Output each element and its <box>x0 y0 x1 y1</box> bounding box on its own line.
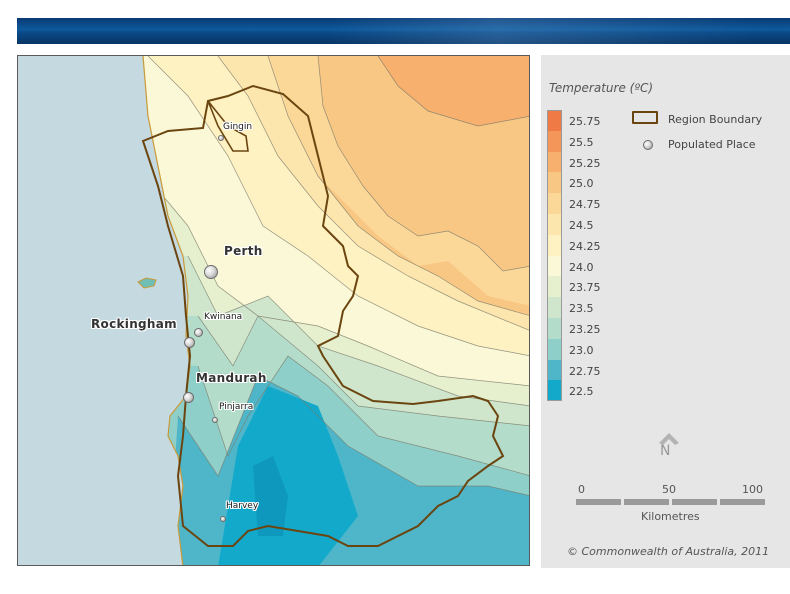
scale-unit-label: Kilometres <box>641 510 700 523</box>
mandurah-label: Mandurah <box>196 371 267 385</box>
scale-bar-seg-4 <box>720 499 765 505</box>
populated-place-symbol <box>643 140 653 150</box>
legend-swatch <box>547 193 562 214</box>
rockingham-dot[interactable] <box>184 337 195 348</box>
legend-swatch <box>547 234 562 256</box>
ocean <box>18 56 190 565</box>
kwinana-dot[interactable] <box>194 328 203 337</box>
region-boundary-label: Region Boundary <box>668 113 763 126</box>
legend-swatch-label: 25.5 <box>569 135 594 149</box>
map-canvas <box>18 56 529 565</box>
legend-swatch-label: 25.75 <box>569 115 601 128</box>
banner-sheen <box>330 18 750 44</box>
legend-swatch <box>547 130 562 152</box>
region-boundary <box>141 84 505 547</box>
copyright-credit: © Commonwealth of Australia, 2011 <box>567 545 770 558</box>
scale-tick-0: 0 <box>578 483 585 496</box>
pinjarra-dot[interactable] <box>212 417 218 423</box>
legend-swatch-label: 23.25 <box>569 323 601 336</box>
legend-swatch-label: 25.25 <box>569 156 601 170</box>
perth-label: Perth <box>224 244 263 258</box>
legend-swatch-label: 24.75 <box>569 198 601 212</box>
gingin-boundary <box>207 100 249 152</box>
legend-swatch <box>547 214 562 235</box>
legend-panel: Temperature (ºC) 25.75 25.5 25.25 25.0 24.75… <box>541 55 790 568</box>
region-boundary-symbol <box>632 111 658 124</box>
legend-swatch <box>547 297 562 318</box>
scale-tick-50: 50 <box>662 483 676 496</box>
north-arrow-icon <box>659 433 679 445</box>
legend-swatch-label: 24.25 <box>569 239 601 253</box>
zone-22-5-core <box>253 456 288 536</box>
legend-swatch <box>547 318 562 339</box>
legend-swatch-label: 23.5 <box>569 302 594 316</box>
gingin-dot[interactable] <box>218 135 224 141</box>
legend-swatch-label: 23.75 <box>569 281 601 295</box>
legend-swatch <box>547 380 562 402</box>
legend-swatch-label: 23.0 <box>569 343 594 357</box>
scale-tick-100: 100 <box>742 483 763 496</box>
header-banner <box>17 18 790 44</box>
mandurah-dot[interactable] <box>183 392 194 403</box>
legend-title: Temperature (ºC) <box>549 81 654 95</box>
perth-dot[interactable] <box>204 265 218 279</box>
scale-bar-seg-3 <box>672 499 717 505</box>
north-label: N <box>660 443 671 459</box>
gingin-label: Gingin <box>223 122 253 132</box>
harvey-label: Harvey <box>226 501 259 511</box>
contour-lines <box>137 56 529 496</box>
legend-swatch <box>547 151 562 173</box>
zone-22-5 <box>218 386 358 565</box>
temperature-map[interactable]: Gingin Perth Kwinana Rockingham Mandurah… <box>17 55 530 566</box>
pinjarra-label: Pinjarra <box>219 402 254 412</box>
garden-island <box>137 277 157 289</box>
scale-bar-seg-1 <box>576 499 621 505</box>
rockingham-label: Rockingham <box>91 317 177 331</box>
legend-swatch <box>547 172 562 194</box>
legend-swatch <box>547 338 562 360</box>
legend-swatch-label: 24.5 <box>569 219 594 232</box>
legend-swatch <box>547 255 562 277</box>
scale-bar-seg-2 <box>624 499 669 505</box>
legend-swatch <box>547 110 562 131</box>
legend-swatch-label: 22.5 <box>569 385 594 399</box>
legend-swatch-label: 24.0 <box>569 260 594 274</box>
kwinana-label: Kwinana <box>204 312 243 322</box>
zone-25-25 <box>378 56 529 126</box>
legend-swatch-label: 22.75 <box>569 364 601 378</box>
legend-swatch <box>547 276 562 298</box>
populated-place-label: Populated Place <box>668 138 756 151</box>
legend-swatch <box>547 359 562 381</box>
legend-swatch-label: 25.0 <box>569 177 594 191</box>
harvey-dot[interactable] <box>220 516 226 522</box>
